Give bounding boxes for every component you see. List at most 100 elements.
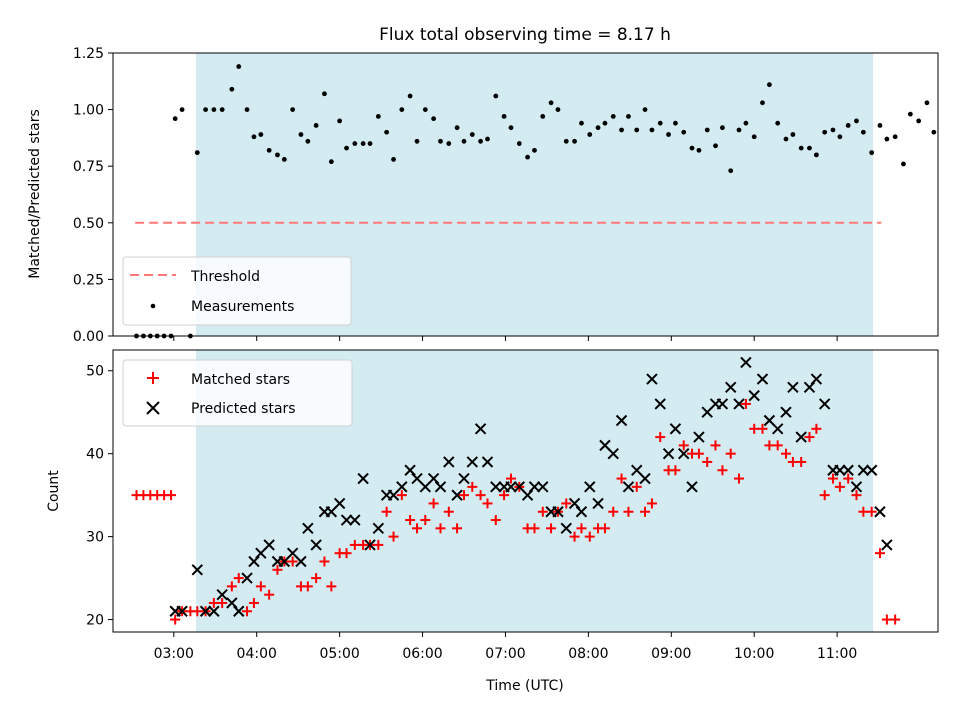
measurement-point [194,150,200,156]
matched-star-point [420,515,431,526]
matched-star-point [866,506,877,517]
legend-threshold-label: Threshold [190,269,260,285]
predicted-star-point [693,431,705,443]
matched-star-point [264,589,275,600]
measurement-point [751,134,757,140]
matched-star-point [678,440,689,451]
measurement-point [884,136,890,142]
matched-star-point [412,523,423,534]
measurement-point [313,123,319,128]
bottom-y-tick-label: 50 [86,364,104,380]
measurement-point [681,129,687,135]
matched-star-point [851,490,862,501]
predicted-star-point [396,481,408,493]
predicted-star-point [780,406,792,418]
measurement-point [642,107,648,112]
predicted-star-point [740,356,752,369]
matched-star-point [170,614,181,625]
measurement-point [916,118,922,124]
measurement-point [493,93,499,99]
measurement-point [367,141,373,146]
measurement-point [525,154,530,160]
matched-star-point [248,597,259,608]
measurement-point [469,132,475,137]
matched-star-point [670,465,681,476]
matched-star-point [529,523,540,534]
measurement-point [689,145,695,151]
chart-title: Flux total observing time = 8.17 h [379,25,671,45]
matched-star-point [302,581,313,592]
matched-star-point [217,597,228,608]
measurement-point [516,141,522,146]
top-y-tick-label: 1.00 [73,103,104,119]
measurement-point [328,159,334,165]
measurement-point [298,132,304,137]
predicted-star-point [622,481,635,493]
top-x-ticks [173,336,838,341]
measurement-point [736,127,742,133]
measurement-point [892,134,898,140]
predicted-star-point [310,539,322,551]
bottom-y-tick-label: 40 [86,447,104,463]
matched-star-point [834,481,845,492]
matched-star-point [373,539,384,550]
legend-measurements-label: Measurements [191,299,294,315]
measurement-point [399,107,405,112]
matched-star-point [710,440,721,451]
measurement-point [548,100,554,106]
bottom-y-tick-label: 20 [86,613,104,629]
predicted-star-point [233,605,245,617]
matched-star-point [499,490,510,501]
predicted-star-point [295,555,307,568]
predicted-star-point [756,373,769,385]
matched-star-point [757,423,768,434]
legend-predicted-swatch [146,401,160,415]
predicted-star-point [733,398,745,410]
top-y-tick-label: 0.00 [73,329,104,345]
predicted-star-point [466,456,479,468]
matched-star-point [608,506,619,517]
predicted-star-point [748,389,760,402]
matched-star-point [584,531,595,542]
predicted-star-point [874,506,886,518]
measurement-point [211,107,217,112]
matched-star-point [341,548,352,559]
measurement-point [924,100,930,106]
measurement-point [634,127,640,133]
matched-star-point [890,614,901,625]
measurement-point [251,134,257,140]
measurement-point [229,86,235,92]
measurement-point [454,125,460,131]
predicted-star-point [787,381,799,394]
matched-star-point [381,506,392,517]
measurement-point [322,91,327,97]
measurement-point [532,147,537,153]
measurement-point [407,93,413,99]
matched-star-point [396,490,407,501]
predicted-star-point [615,414,628,427]
measurement-point [666,132,671,137]
predicted-star-point [333,497,346,510]
matched-star-point [326,581,337,592]
matched-star-point [452,523,463,534]
matched-star-point [780,448,791,459]
matched-star-point [482,498,493,509]
legend-matched-label: Matched stars [191,372,290,388]
top-y-tick-label: 0.50 [73,216,104,232]
predicted-star-point [725,381,737,394]
measurement-point [807,145,812,151]
predicted-star-point [357,472,369,485]
matched-star-point [388,531,399,542]
predicted-star-point [639,472,651,485]
x-tick-label: 11:00 [817,646,857,662]
predicted-star-point [451,489,463,501]
measurement-point [860,129,866,135]
matched-star-point [843,473,854,484]
matched-star-point [796,456,807,467]
top-plot-frame [112,52,939,337]
predicted-star-point [490,481,502,493]
matched-star-point [693,448,704,459]
matched-star-point [717,465,728,476]
predicted-star-point [216,588,228,601]
